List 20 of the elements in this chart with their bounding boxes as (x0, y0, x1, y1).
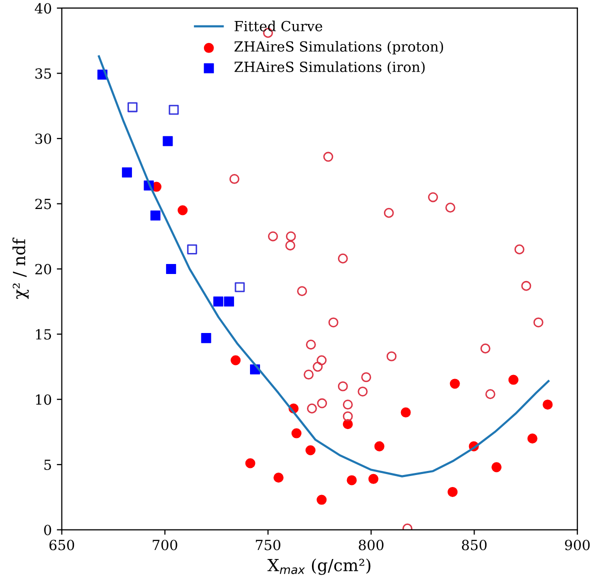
y-tick-label: 30 (35, 133, 52, 144)
y-tick-label: 40 (34, 3, 52, 14)
x-tick-label: 650 (49, 540, 74, 550)
x-axis-title: X$_{max}$ (g/cm²) (268, 558, 370, 575)
y-tick-label: 25 (35, 198, 51, 210)
x-tick-label: 850 (462, 540, 487, 550)
y-axis-title: χ² / ndf (12, 238, 29, 300)
y-tick-label: 20 (35, 264, 52, 274)
legend-label: Fitted Curve (234, 20, 322, 32)
x-tick-label: 750 (256, 540, 280, 550)
y-tick-label: 10 (36, 394, 52, 405)
x-tick-label: 800 (358, 540, 384, 550)
x-tick-label: 900 (564, 540, 590, 550)
y-tick-label: 5 (44, 460, 51, 470)
y-tick-label: 15 (36, 329, 51, 340)
legend-label: ZHAireS Simulations (iron) (234, 61, 425, 74)
y-tick-label: 35 (35, 68, 51, 79)
legend-label: ZHAireS Simulations (proton) (234, 40, 444, 54)
x-tick-label: 700 (152, 540, 178, 550)
y-tick-label: 0 (44, 524, 52, 536)
